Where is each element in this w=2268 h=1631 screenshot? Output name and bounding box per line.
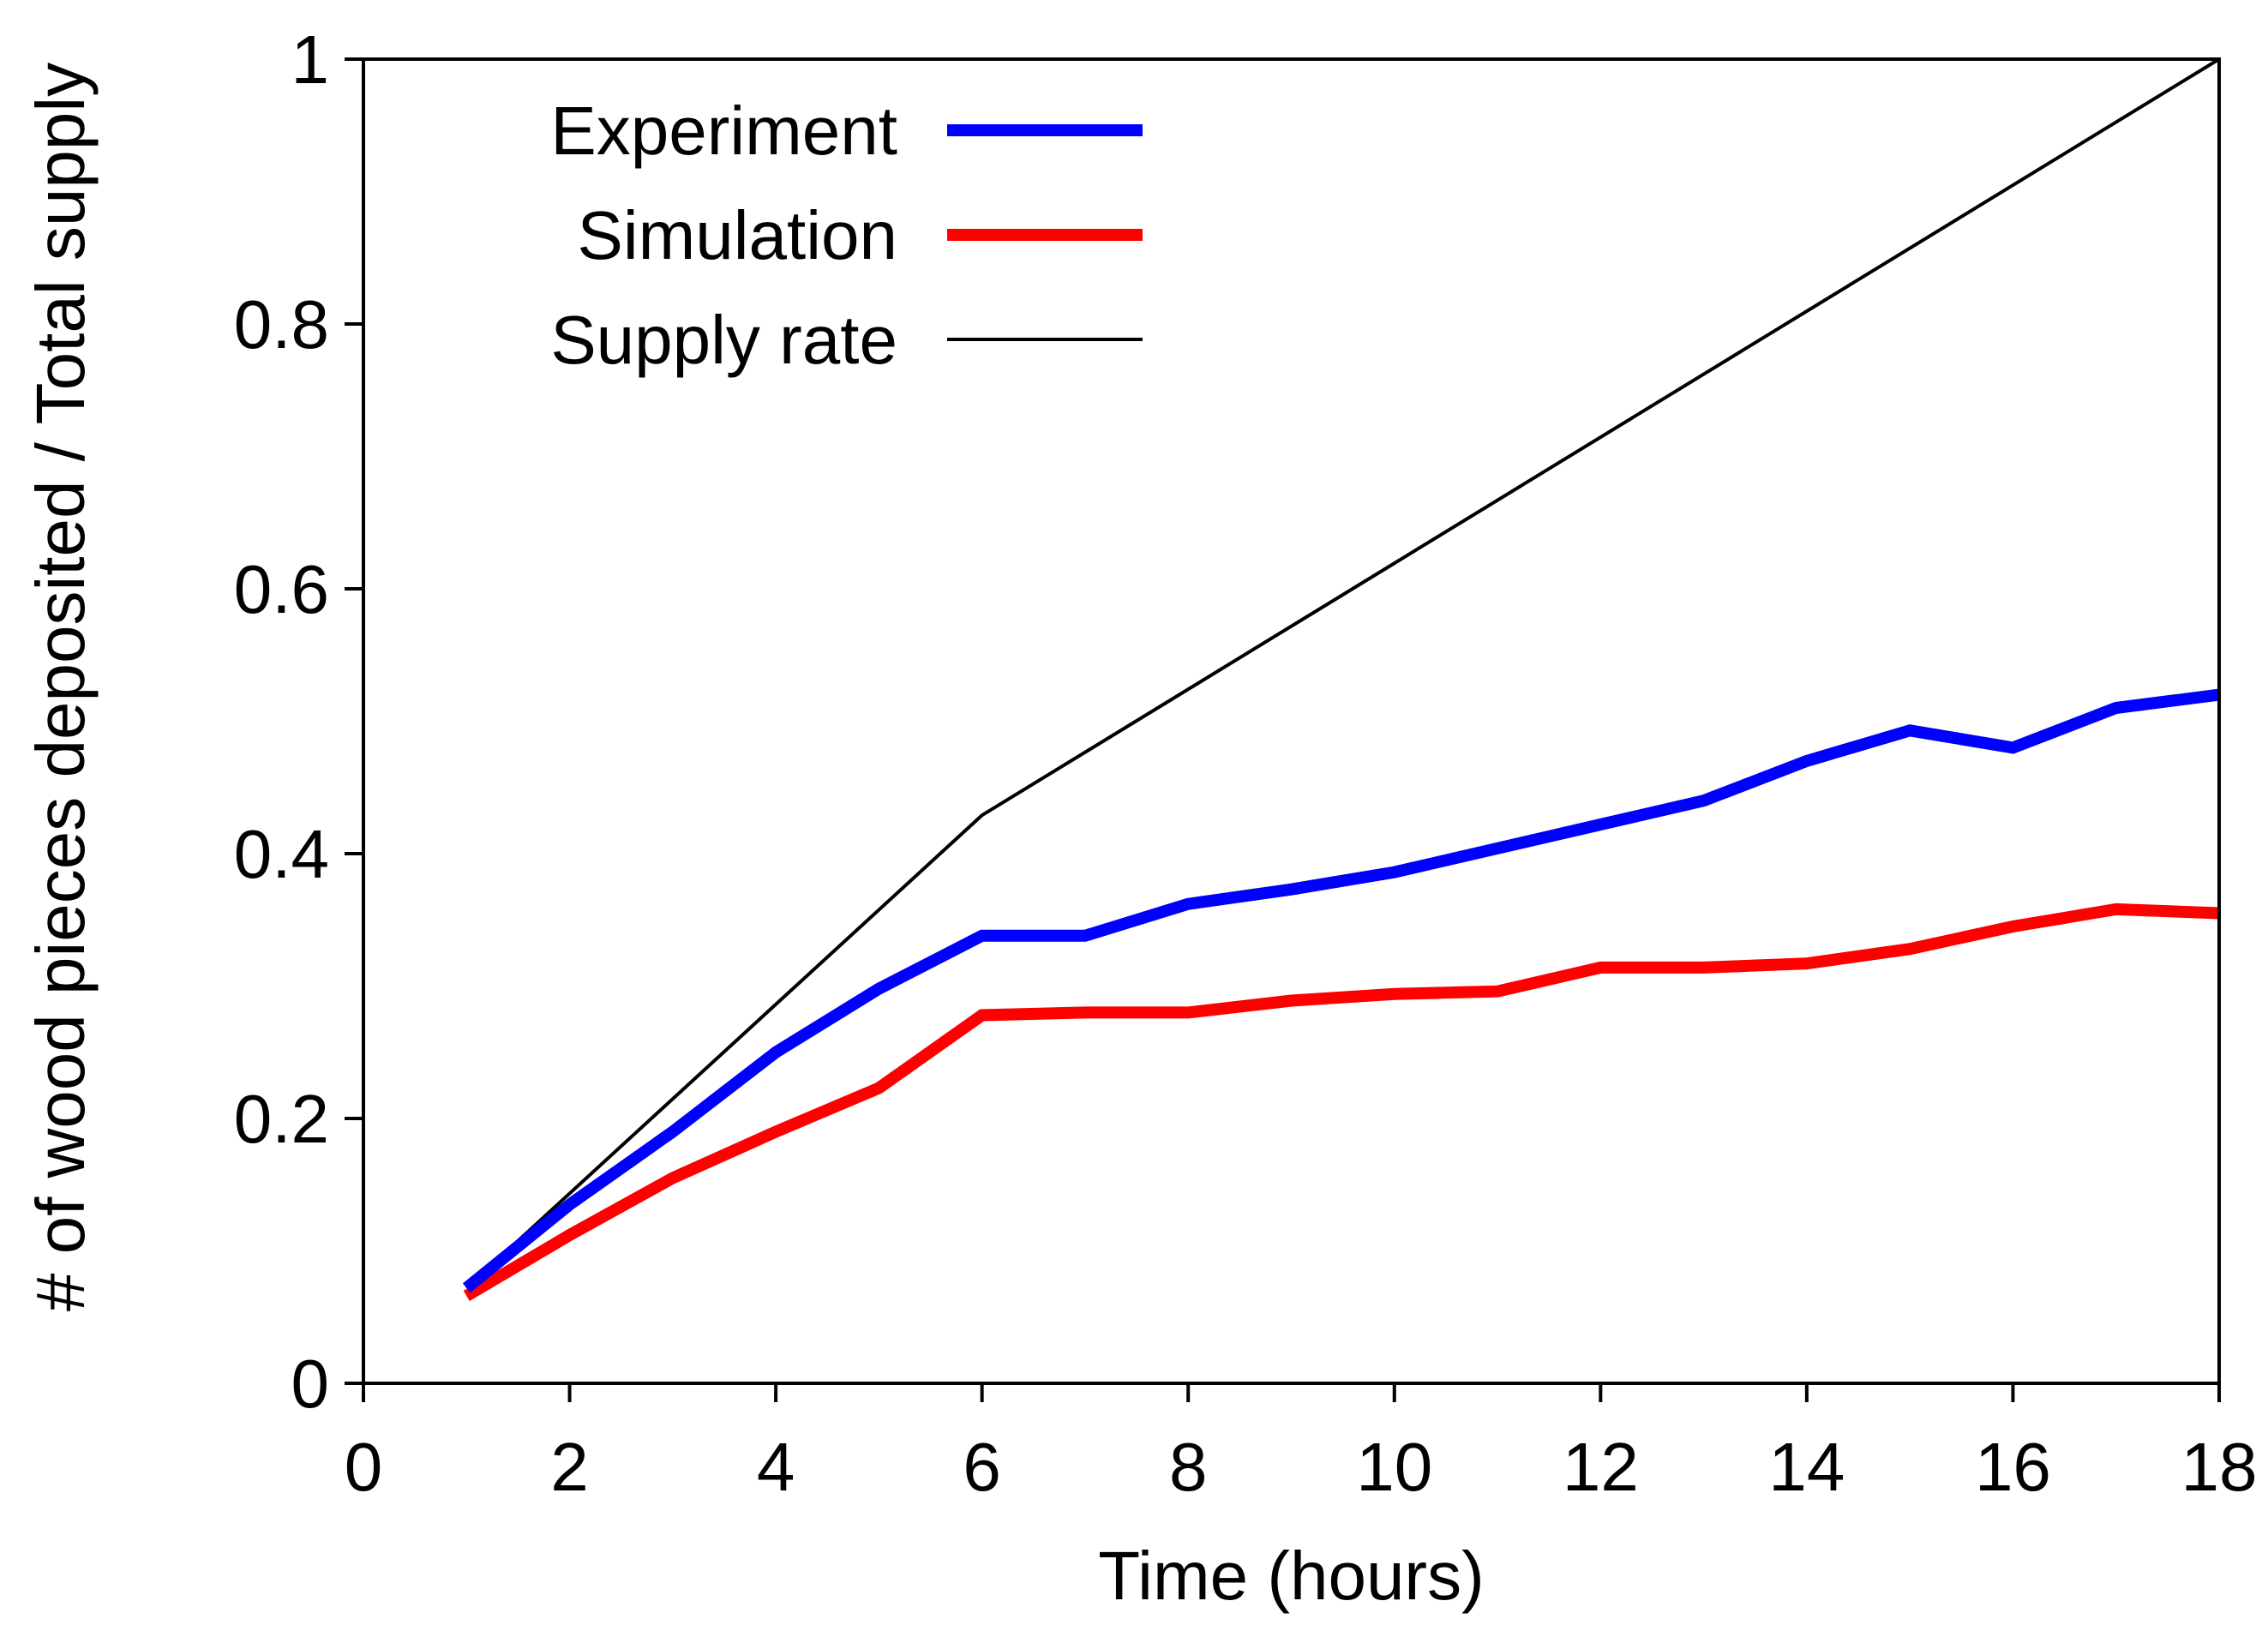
x-tick-label: 0 bbox=[345, 1429, 383, 1505]
y-axis-label: # of wood pieces deposited / Total suppl… bbox=[22, 63, 99, 1311]
legend-label-supply-rate: Supply rate bbox=[550, 302, 897, 378]
x-tick-label: 6 bbox=[963, 1429, 1001, 1505]
x-tick-label: 16 bbox=[1975, 1429, 2051, 1505]
x-tick-label: 12 bbox=[1563, 1429, 1639, 1505]
plot-area-frame bbox=[362, 57, 2221, 1385]
y-tick-label: 0.4 bbox=[234, 816, 329, 892]
legend-label-experiment: Experiment bbox=[550, 93, 897, 169]
x-tick-label: 10 bbox=[1356, 1429, 1432, 1505]
y-tick-label: 0.6 bbox=[234, 551, 329, 627]
x-tick-label: 18 bbox=[2181, 1429, 2258, 1505]
x-tick-label: 4 bbox=[757, 1429, 795, 1505]
y-tick-label: 1 bbox=[291, 21, 330, 98]
series-layer bbox=[462, 57, 2221, 1302]
x-tick-label: 2 bbox=[550, 1429, 589, 1505]
series-line-supply-rate bbox=[465, 57, 2221, 1290]
legend: Experiment Simulation Supply rate bbox=[550, 93, 1143, 378]
y-tick-label: 0 bbox=[291, 1346, 330, 1422]
y-tick-label: 0.2 bbox=[234, 1081, 329, 1157]
y-tick-label: 0.8 bbox=[234, 286, 329, 363]
x-axis-label: Time (hours) bbox=[1098, 1538, 1484, 1614]
ticks-layer: 0 2 4 6 8 10 12 14 16 18 0 0.2 0.4 0.6 0.8 1 bbox=[234, 21, 2258, 1505]
series-line-experiment bbox=[462, 688, 2220, 1293]
x-tick-label: 8 bbox=[1169, 1429, 1208, 1505]
series-line-simulation bbox=[463, 902, 2220, 1302]
legend-label-simulation: Simulation bbox=[577, 197, 897, 273]
x-tick-label: 14 bbox=[1768, 1429, 1845, 1505]
